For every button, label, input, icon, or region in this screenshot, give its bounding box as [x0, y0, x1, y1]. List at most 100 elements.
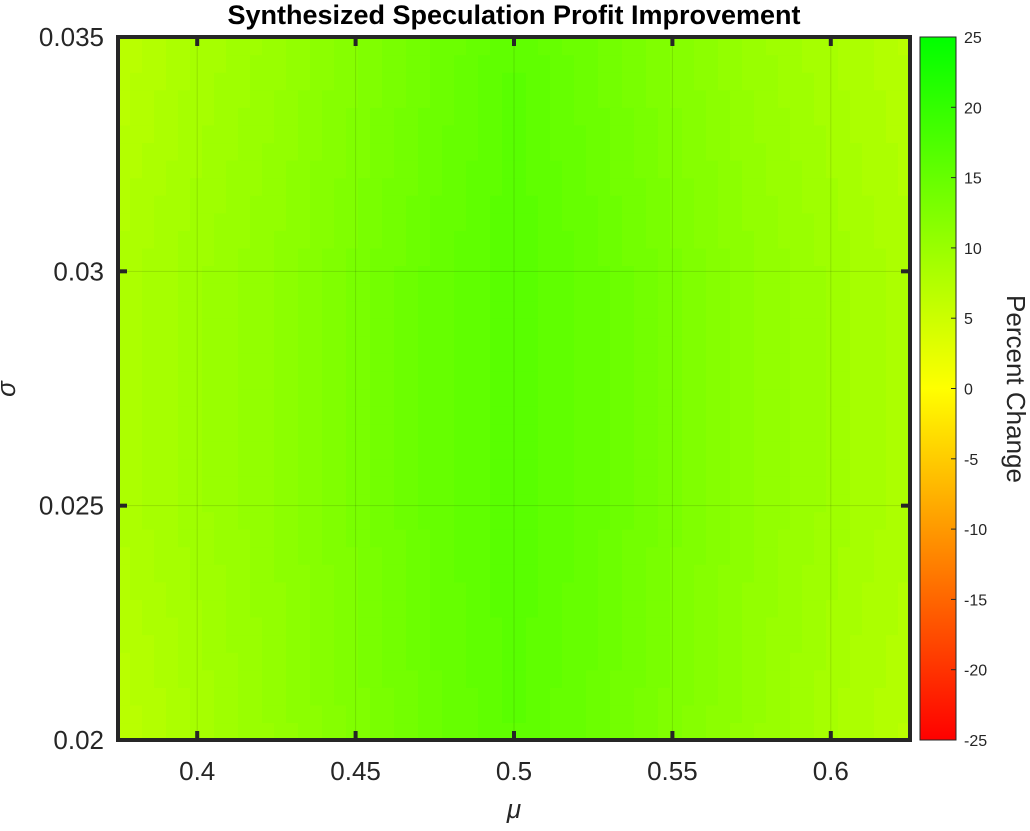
contour-cell [874, 318, 887, 337]
contour-cell [190, 177, 203, 196]
contour-cell [622, 599, 635, 618]
contour-cell [826, 511, 839, 530]
contour-cell [538, 423, 551, 442]
contour-cell [358, 353, 371, 372]
contour-cell [286, 546, 299, 565]
contour-cell [694, 704, 707, 724]
contour-cell [814, 704, 827, 724]
contour-cell [622, 423, 635, 442]
contour-cell [514, 423, 527, 442]
contour-cell [730, 423, 743, 442]
contour-cell [154, 300, 167, 319]
contour-cell [526, 687, 539, 706]
contour-cell [202, 406, 215, 425]
contour-cell [730, 230, 743, 249]
contour-cell [166, 89, 179, 108]
contour-cell [514, 406, 527, 425]
contour-cell [514, 142, 527, 161]
contour-cell [598, 370, 611, 390]
contour-cell [586, 283, 599, 302]
contour-cell [382, 370, 395, 390]
contour-cell [418, 124, 431, 144]
contour-cell [646, 37, 659, 56]
contour-cell [262, 247, 275, 267]
contour-cell [490, 599, 503, 618]
contour-cell [802, 353, 815, 372]
contour-cell [586, 406, 599, 425]
contour-cell [490, 107, 503, 126]
contour-cell [694, 335, 707, 354]
contour-cell [742, 107, 755, 126]
contour-cell [670, 493, 683, 513]
contour-cell [346, 388, 359, 407]
contour-cell [274, 652, 287, 671]
contour-cell [766, 441, 779, 460]
contour-cell [826, 353, 839, 372]
contour-cell [430, 212, 443, 231]
contour-cell [286, 704, 299, 724]
contour-cell [862, 142, 875, 161]
contour-cell [238, 669, 251, 688]
contour-cell [526, 177, 539, 196]
contour-cell [826, 318, 839, 337]
contour-cell [850, 687, 863, 706]
contour-cell [418, 37, 431, 56]
contour-cell [142, 107, 155, 126]
contour-cell [490, 652, 503, 671]
contour-cell [610, 265, 623, 284]
contour-cell [430, 529, 443, 548]
contour-cell [538, 318, 551, 337]
contour-cell [526, 581, 539, 601]
contour-cell [334, 107, 347, 126]
contour-cell [394, 318, 407, 337]
contour-cell [694, 353, 707, 372]
contour-cell [814, 581, 827, 601]
contour-cell [130, 124, 143, 144]
contour-cell [742, 283, 755, 302]
contour-cell [130, 335, 143, 354]
contour-cell [886, 283, 899, 302]
contour-cell [862, 37, 875, 56]
contour-cell [478, 72, 491, 91]
contour-cell [358, 669, 371, 688]
contour-cell [526, 704, 539, 724]
contour-cell [418, 441, 431, 460]
contour-cell [118, 318, 131, 337]
contour-cell [226, 72, 239, 91]
contour-cell [562, 124, 575, 144]
contour-cell [394, 212, 407, 231]
contour-cell [310, 124, 323, 144]
contour-cell [238, 37, 251, 56]
contour-cell [202, 283, 215, 302]
contour-cell [550, 634, 563, 653]
contour-cell [742, 54, 755, 73]
contour-cell [862, 124, 875, 144]
contour-cell [862, 212, 875, 231]
contour-cell [622, 142, 635, 161]
contour-cell [862, 388, 875, 407]
contour-cell [634, 687, 647, 706]
contour-cell [886, 89, 899, 108]
contour-cell [670, 89, 683, 108]
contour-cell [898, 107, 910, 126]
contour-cell [706, 37, 719, 56]
contour-cell [334, 546, 347, 565]
contour-cell [802, 283, 815, 302]
contour-cell [886, 458, 899, 477]
contour-cell [250, 493, 263, 513]
contour-cell [622, 546, 635, 565]
contour-cell [562, 423, 575, 442]
contour-cell [814, 124, 827, 144]
contour-cell [586, 704, 599, 724]
contour-cell [766, 212, 779, 231]
contour-cell [346, 423, 359, 442]
contour-cell [358, 476, 371, 495]
contour-cell [826, 388, 839, 407]
contour-cell [634, 212, 647, 231]
contour-cell [682, 423, 695, 442]
contour-cell [430, 318, 443, 337]
contour-cell [514, 458, 527, 477]
contour-cell [574, 177, 587, 196]
contour-cell [298, 652, 311, 671]
contour-cell [766, 353, 779, 372]
